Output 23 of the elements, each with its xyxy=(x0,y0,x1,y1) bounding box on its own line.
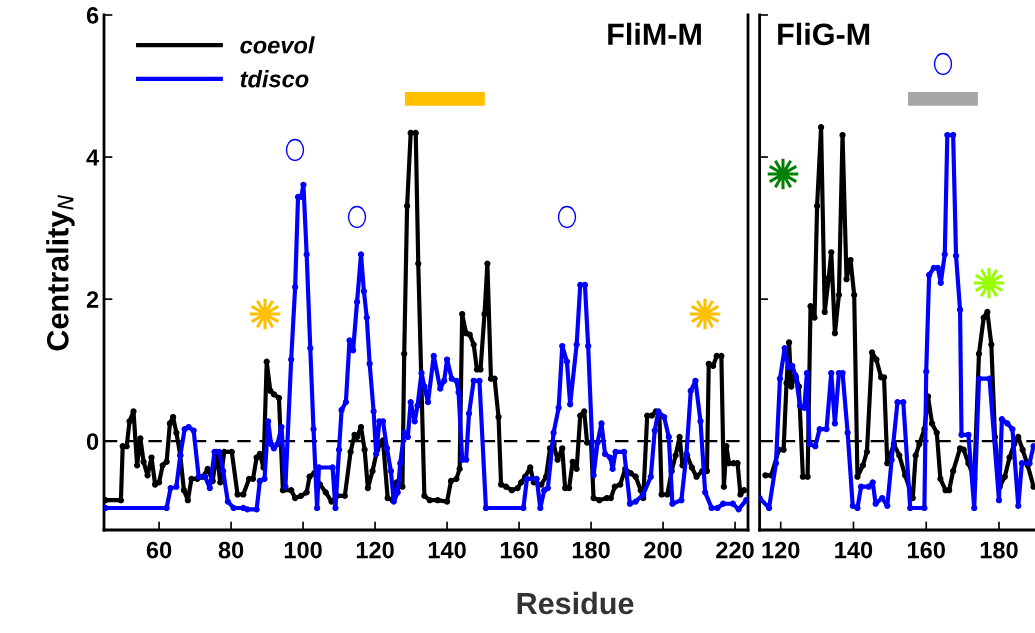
x-tick-label: 80 xyxy=(218,541,244,559)
x-tick-label: 140 xyxy=(835,541,873,559)
y-tick-label: 0 xyxy=(86,433,99,450)
legend-label: coevol xyxy=(240,36,315,54)
y-tick-label: 4 xyxy=(86,149,100,166)
x-tick-label: 160 xyxy=(908,541,945,559)
x-tick-label: 120 xyxy=(762,541,800,559)
legend-label: tdisco xyxy=(240,70,309,88)
x-tick-label: 140 xyxy=(428,541,466,559)
x-tick-label: 160 xyxy=(500,541,538,559)
x-tick-label: 120 xyxy=(356,541,394,559)
chart-title: FliG-M xyxy=(778,22,870,46)
y-tick-label: 6 xyxy=(86,7,99,24)
y-axis-title: Centrality$_{N}$ xyxy=(46,194,75,351)
x-tick-label: 60 xyxy=(146,541,172,559)
chart-title: FliM-M xyxy=(608,22,701,45)
x-tick-label: 200 xyxy=(644,541,682,559)
x-tick-label: 180 xyxy=(572,541,610,559)
x-axis-title: Residue xyxy=(517,591,634,615)
y-tick-label: 2 xyxy=(86,291,99,308)
x-tick-label: 180 xyxy=(980,541,1018,559)
x-tick-label: 100 xyxy=(284,541,322,559)
x-tick-label: 220 xyxy=(716,541,754,559)
